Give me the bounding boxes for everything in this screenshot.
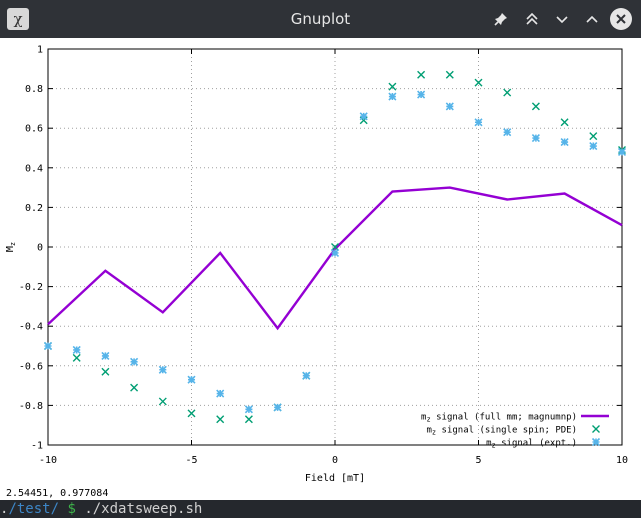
x-axis-label: Field [mT] — [305, 473, 365, 484]
expt-point — [330, 248, 340, 258]
axis-ticks: -1 -0.8 -0.6 -0.4 -0.2 0 0.2 0.4 0.6 0.8 1 -10 -5 0 5 1… — [19, 45, 628, 467]
x-tick-label: -5 — [185, 455, 197, 466]
coordinate-statusbar: 2.54451, 0.977084 — [0, 486, 641, 500]
expt-point — [130, 357, 139, 366]
pde-point — [503, 88, 512, 97]
chart-svg: -1 -0.8 -0.6 -0.4 -0.2 0 0.2 0.4 0.6 0.8 1 -10 -5 0 5 1… — [5, 45, 628, 485]
y-tick-label: -1 — [31, 441, 43, 452]
series-cross — [44, 70, 626, 424]
y-axis-label-group: Mz — [5, 242, 17, 252]
magnumnp-line — [47, 186, 623, 331]
expt-point — [445, 102, 454, 111]
plot-canvas[interactable]: -1 -0.8 -0.6 -0.4 -0.2 0 0.2 0.4 0.6 0.8 1 -10 -5 0 5 1… — [0, 38, 641, 486]
series-line — [47, 186, 623, 331]
series-star — [43, 90, 627, 414]
terminal-command: ./xdatsweep.sh — [84, 501, 203, 517]
y-tick-label: 0.2 — [25, 203, 43, 214]
x-tick-label: 5 — [475, 455, 481, 466]
pde-point — [101, 367, 110, 376]
pde-point — [244, 415, 253, 424]
expt-point — [187, 375, 196, 384]
legend-star-sample — [591, 437, 601, 447]
window-title: Gnuplot — [290, 10, 351, 28]
pde-point — [72, 353, 81, 362]
pde-point — [474, 78, 483, 87]
keep-above-icon[interactable] — [521, 8, 543, 30]
expt-point — [72, 345, 81, 355]
pin-icon[interactable] — [490, 8, 512, 30]
expt-point — [560, 137, 569, 147]
y-tick-label: 0.4 — [25, 163, 43, 174]
terminal-prompt-line[interactable]: ./test/ $ ./xdatsweep.sh — [0, 500, 641, 518]
expt-point — [302, 371, 311, 380]
legend-label: mz signal (single spin; PDE) — [426, 426, 577, 437]
terminal-dot: . — [0, 501, 9, 517]
y-tick-label: 0.6 — [25, 124, 43, 135]
legend-label: mz signal (full mm; magnumnp) — [421, 413, 577, 424]
pde-point — [589, 132, 598, 141]
pde-point — [158, 397, 167, 406]
pde-point — [187, 409, 196, 418]
expt-point — [101, 351, 110, 360]
expt-point — [531, 134, 540, 143]
minimize-icon[interactable] — [551, 8, 573, 30]
expt-point — [417, 90, 426, 99]
window-titlebar[interactable]: χ Gnuplot — [0, 0, 641, 38]
expt-point — [43, 341, 53, 351]
pde-point — [388, 82, 397, 91]
gnuplot-app-icon[interactable]: χ — [7, 8, 29, 30]
y-tick-label: 0 — [37, 243, 43, 254]
legend-label: mz signal (expt.) — [486, 439, 577, 450]
pde-point — [531, 102, 540, 111]
cursor-coordinates: 2.54451, 0.977084 — [6, 488, 109, 499]
y-tick-label: -0.6 — [19, 361, 43, 372]
expt-point — [474, 118, 483, 127]
y-tick-label: -0.8 — [19, 401, 43, 412]
x-tick-label: -10 — [39, 455, 57, 466]
chart-series — [43, 70, 627, 424]
pde-point — [445, 70, 454, 79]
pde-point — [417, 70, 426, 79]
expt-point — [388, 92, 397, 101]
pde-point — [331, 243, 339, 251]
expt-point — [273, 403, 282, 412]
expt-point — [216, 389, 225, 398]
terminal-cwd: /test/ — [8, 501, 60, 517]
y-tick-label: 0.8 — [25, 84, 43, 95]
pde-point — [216, 415, 225, 424]
expt-point — [503, 128, 512, 137]
y-tick-label: -0.4 — [19, 322, 43, 333]
expt-point — [617, 147, 627, 157]
expt-point — [244, 405, 253, 414]
expt-point — [359, 112, 368, 121]
terminal-prompt-symbol: $ — [59, 501, 85, 517]
chart-legend: mz signal (full mm; magnumnp) mz signal (… — [421, 413, 609, 450]
x-tick-label: 10 — [616, 455, 628, 466]
expt-point — [158, 365, 167, 374]
close-icon[interactable] — [610, 8, 632, 30]
legend-cross-sample — [592, 425, 600, 433]
maximize-icon[interactable] — [581, 8, 603, 30]
y-axis-label: Mz — [5, 242, 17, 252]
pde-point — [560, 118, 569, 127]
y-tick-label: 1 — [37, 45, 43, 56]
x-tick-label: 0 — [332, 455, 338, 466]
pde-point — [130, 383, 139, 392]
y-tick-label: -0.2 — [19, 282, 43, 293]
expt-point — [589, 141, 598, 151]
